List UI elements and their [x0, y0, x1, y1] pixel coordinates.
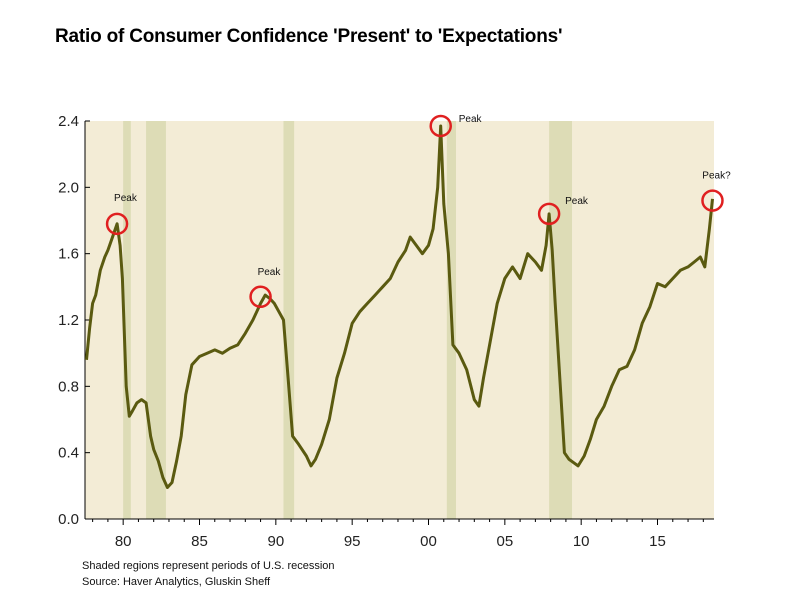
chart-title: Ratio of Consumer Confidence 'Present' t…: [55, 26, 563, 47]
peak-label-2: Peak: [258, 267, 282, 278]
y-axis-ticks: 0.0 0.4 0.8 1.2 1.6 2.0 2.4: [58, 113, 90, 528]
x-tick-label: 95: [344, 533, 361, 550]
recession-band-1: [123, 121, 131, 519]
recession-band-3: [283, 121, 295, 519]
y-tick-label: 1.2: [58, 312, 79, 329]
plot-background: [85, 121, 714, 519]
peak-circle-4: [537, 202, 561, 226]
peak-label-5: Peak?: [702, 171, 731, 182]
x-tick-label: 85: [191, 533, 208, 550]
y-tick-label: 1.6: [58, 246, 79, 263]
peak-label-4: Peak: [565, 196, 589, 207]
peak-circle-1: [105, 212, 129, 236]
peak-annotations: Peak Peak Peak Peak Peak?: [105, 114, 731, 309]
y-tick-label: 2.0: [58, 179, 79, 196]
peak-circle-2: [249, 285, 272, 309]
source-note: Source: Haver Analytics, Gluskin Sheff: [82, 576, 271, 588]
recession-note: Shaded regions represent periods of U.S.…: [82, 560, 335, 572]
x-tick-label: 10: [573, 533, 590, 550]
x-axis-ticks: 80 85 90 95 00 05 10 15: [92, 519, 704, 550]
y-tick-label: 0.0: [58, 511, 79, 528]
peak-label-1: Peak: [114, 193, 138, 204]
peak-label-3: Peak: [459, 114, 483, 125]
y-tick-label: 0.8: [58, 378, 79, 395]
x-tick-label: 00: [420, 533, 437, 550]
y-tick-label: 2.4: [58, 113, 79, 130]
x-tick-label: 05: [496, 533, 513, 550]
y-tick-label: 0.4: [58, 445, 79, 462]
peak-circle-5: [701, 189, 724, 212]
x-tick-label: 15: [649, 533, 666, 550]
peak-circle-3: [429, 114, 452, 138]
x-tick-label: 90: [267, 533, 284, 550]
recession-band-2: [146, 121, 166, 519]
series-line: [85, 124, 714, 489]
x-tick-label: 80: [115, 533, 132, 550]
